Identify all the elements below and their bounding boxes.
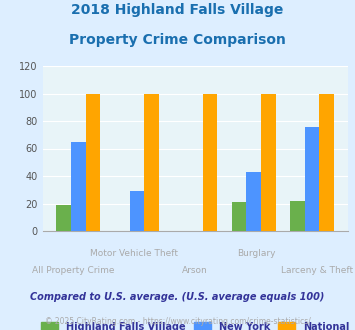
Bar (261, 93, 275, 231)
Text: Larceny & Theft: Larceny & Theft (281, 266, 354, 275)
Bar (71, 142, 86, 231)
Bar (144, 93, 159, 231)
Text: Property Crime Comparison: Property Crime Comparison (69, 33, 286, 47)
Bar (56, 205, 71, 231)
Bar (203, 93, 217, 231)
Bar (232, 202, 246, 231)
Text: Compared to U.S. average. (U.S. average equals 100): Compared to U.S. average. (U.S. average … (30, 292, 325, 302)
Bar (246, 172, 261, 231)
Text: Burglary: Burglary (237, 249, 275, 258)
Text: © 2025 CityRating.com - https://www.cityrating.com/crime-statistics/: © 2025 CityRating.com - https://www.city… (45, 317, 310, 326)
Bar (305, 126, 320, 231)
Bar (86, 93, 100, 231)
Text: Motor Vehicle Theft: Motor Vehicle Theft (90, 249, 178, 258)
Bar (130, 191, 144, 231)
Bar (290, 201, 305, 231)
Legend: Highland Falls Village, New York, National: Highland Falls Village, New York, Nation… (41, 322, 350, 330)
Text: All Property Crime: All Property Crime (32, 266, 114, 275)
Text: 2018 Highland Falls Village: 2018 Highland Falls Village (71, 3, 284, 17)
Text: Arson: Arson (182, 266, 208, 275)
Bar (320, 93, 334, 231)
